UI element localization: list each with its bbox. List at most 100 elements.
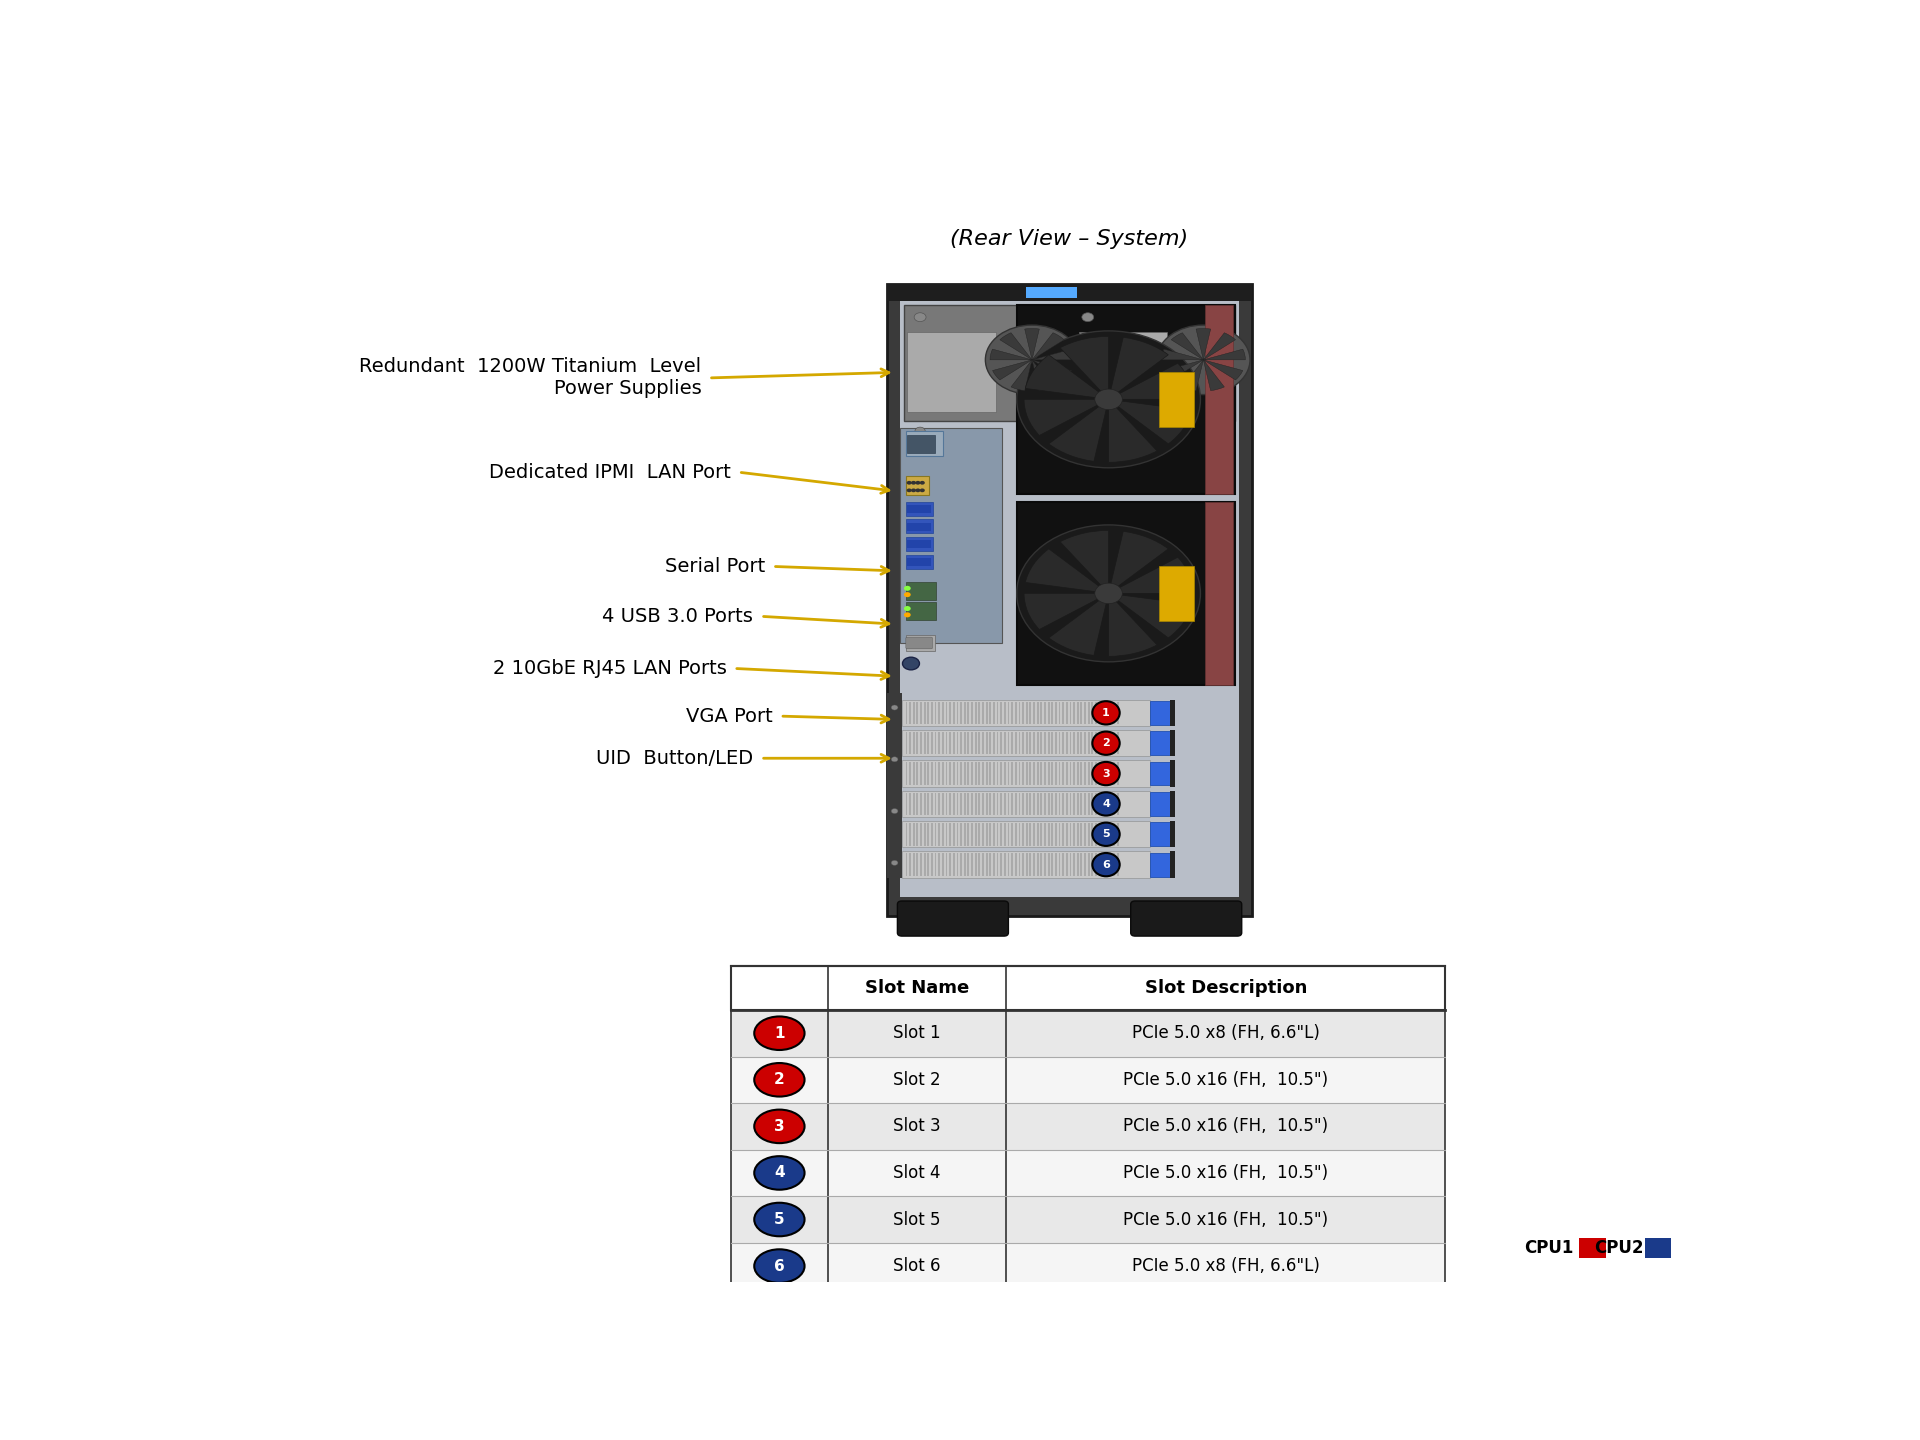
Bar <box>906 635 935 651</box>
Bar <box>1206 304 1233 494</box>
Ellipse shape <box>755 1110 804 1143</box>
Circle shape <box>1156 325 1250 395</box>
Bar <box>1206 501 1233 685</box>
Bar <box>906 582 937 599</box>
Wedge shape <box>1048 399 1108 461</box>
Wedge shape <box>1108 363 1192 399</box>
Circle shape <box>906 481 912 485</box>
Bar <box>1150 701 1169 724</box>
Bar <box>906 537 933 552</box>
Circle shape <box>916 488 920 492</box>
Circle shape <box>891 757 899 762</box>
Bar <box>1169 730 1175 756</box>
Bar <box>1025 287 1077 298</box>
Bar <box>902 821 1150 847</box>
Bar <box>908 435 935 454</box>
Bar <box>732 1149 1446 1197</box>
Bar <box>900 428 1002 642</box>
Wedge shape <box>1033 333 1064 360</box>
Bar <box>1169 821 1175 847</box>
Bar <box>1018 304 1235 494</box>
Text: 3: 3 <box>1102 769 1110 779</box>
Circle shape <box>1083 428 1092 435</box>
Text: UID  Button/LED: UID Button/LED <box>597 749 753 768</box>
Circle shape <box>891 860 899 865</box>
Text: 5: 5 <box>1102 829 1110 840</box>
Wedge shape <box>1108 593 1158 657</box>
Text: Redundant  1200W Titanium  Level
        Power Supplies: Redundant 1200W Titanium Level Power Sup… <box>359 357 701 399</box>
Bar <box>1150 732 1169 755</box>
Wedge shape <box>1033 348 1073 360</box>
Ellipse shape <box>1092 701 1119 724</box>
Text: CPU1: CPU1 <box>1524 1240 1572 1257</box>
Bar <box>732 1243 1446 1289</box>
Text: Serial Port: Serial Port <box>664 557 766 576</box>
Wedge shape <box>1023 399 1108 435</box>
Text: PCIe 5.0 x8 (FH, 6.6"L): PCIe 5.0 x8 (FH, 6.6"L) <box>1133 1024 1319 1043</box>
FancyBboxPatch shape <box>1131 901 1242 936</box>
Wedge shape <box>1204 333 1235 360</box>
Text: Slot 6: Slot 6 <box>893 1257 941 1274</box>
Text: Slot 3: Slot 3 <box>893 1117 941 1135</box>
Bar <box>887 693 902 878</box>
Text: PCIe 5.0 x16 (FH,  10.5"): PCIe 5.0 x16 (FH, 10.5") <box>1123 1117 1329 1135</box>
Circle shape <box>891 706 899 710</box>
Ellipse shape <box>755 1017 804 1050</box>
Wedge shape <box>1048 593 1108 655</box>
Bar <box>1018 501 1235 685</box>
Bar <box>906 477 929 495</box>
Text: Slot Description: Slot Description <box>1144 979 1308 996</box>
Wedge shape <box>1183 360 1204 390</box>
FancyBboxPatch shape <box>897 901 1008 936</box>
Bar <box>904 304 1064 422</box>
Text: PCIe 5.0 x16 (FH,  10.5"): PCIe 5.0 x16 (FH, 10.5") <box>1123 1164 1329 1182</box>
Wedge shape <box>1108 399 1192 444</box>
Wedge shape <box>1196 328 1212 360</box>
Text: Slot 2: Slot 2 <box>893 1071 941 1089</box>
Circle shape <box>904 586 910 590</box>
Bar <box>887 284 1252 916</box>
Wedge shape <box>1204 360 1225 390</box>
Circle shape <box>1018 526 1200 662</box>
Bar <box>1150 852 1169 877</box>
Text: 4 USB 3.0 Ports: 4 USB 3.0 Ports <box>603 606 753 626</box>
Circle shape <box>1094 389 1123 409</box>
Text: 2 10GbE RJ45 LAN Ports: 2 10GbE RJ45 LAN Ports <box>493 660 726 678</box>
Wedge shape <box>1108 531 1169 593</box>
Bar <box>1169 760 1175 786</box>
Wedge shape <box>991 348 1033 360</box>
Text: (Rear View – System): (Rear View – System) <box>950 229 1188 249</box>
Circle shape <box>985 325 1079 395</box>
Bar <box>900 301 1238 897</box>
Wedge shape <box>1012 360 1033 390</box>
Wedge shape <box>1000 333 1033 360</box>
Bar <box>732 1197 1446 1243</box>
Bar <box>1169 791 1175 816</box>
Ellipse shape <box>1092 852 1119 877</box>
Circle shape <box>904 612 910 618</box>
Circle shape <box>1018 331 1200 468</box>
Wedge shape <box>1025 328 1039 360</box>
Circle shape <box>920 488 925 492</box>
Bar <box>1160 372 1194 426</box>
Ellipse shape <box>755 1063 804 1097</box>
Text: 2: 2 <box>1102 739 1110 749</box>
Bar <box>1079 331 1167 412</box>
Text: Slot 5: Slot 5 <box>893 1211 941 1228</box>
Text: VGA Port: VGA Port <box>685 707 772 726</box>
Bar <box>1150 822 1169 847</box>
Bar <box>902 760 1150 786</box>
Bar <box>906 501 933 516</box>
Bar <box>908 540 931 549</box>
Text: 2: 2 <box>774 1073 785 1087</box>
Circle shape <box>910 481 916 485</box>
Bar <box>1075 304 1235 422</box>
Bar <box>906 554 933 569</box>
Bar <box>1150 762 1169 785</box>
Text: Slot 4: Slot 4 <box>893 1164 941 1182</box>
Text: 1: 1 <box>774 1025 785 1041</box>
Text: Dedicated IPMI  LAN Port: Dedicated IPMI LAN Port <box>490 462 732 481</box>
Text: PCIe 5.0 x16 (FH,  10.5"): PCIe 5.0 x16 (FH, 10.5") <box>1123 1211 1329 1228</box>
Text: 6: 6 <box>1102 860 1110 870</box>
Ellipse shape <box>1092 792 1119 815</box>
